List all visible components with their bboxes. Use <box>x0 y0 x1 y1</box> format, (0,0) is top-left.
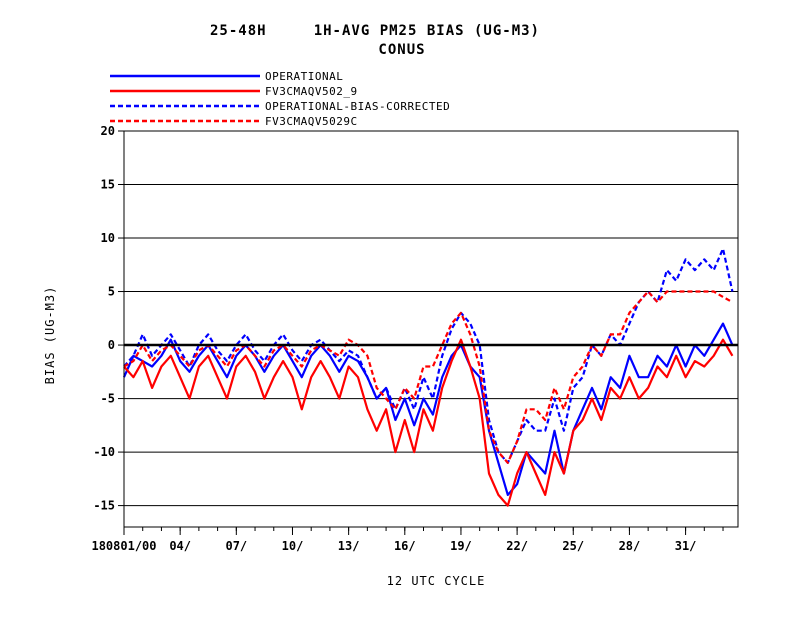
x-tick-label-1: 04/ <box>169 539 191 553</box>
legend-label-3: FV3CMAQV5029C <box>265 115 358 128</box>
plot-grid <box>124 130 738 507</box>
x-tick-label-6: 19/ <box>450 539 472 553</box>
legend-label-1: FV3CMAQV502_9 <box>265 85 358 98</box>
x-tick-label-3: 10/ <box>282 539 304 553</box>
y-tick-label-0: -15 <box>93 499 115 513</box>
chart-title-line1: 25-48H 1H-AVG PM25 BIAS (UG-M3) <box>210 23 540 39</box>
legend: OPERATIONAL FV3CMAQV502_9 OPERATIONAL-BIAS… <box>110 70 450 128</box>
y-tick-label-6: 15 <box>101 178 115 192</box>
legend-label-2: OPERATIONAL-BIAS-CORRECTED <box>265 100 450 113</box>
plot-frame <box>123 130 739 528</box>
y-tick-label-7: 20 <box>101 124 115 138</box>
y-axis-label: BIAS (UG-M3) <box>43 286 57 385</box>
series-line-0 <box>122 322 734 496</box>
series-line-1 <box>123 338 734 507</box>
y-tick-label-4: 5 <box>108 285 115 299</box>
y-tick-label-1: -10 <box>93 445 115 459</box>
plot-series <box>122 247 734 507</box>
x-tick-label-5: 16/ <box>394 539 416 553</box>
series-line-2 <box>123 247 734 464</box>
x-tick-label-2: 07/ <box>225 539 247 553</box>
x-tick-label-7: 22/ <box>506 539 528 553</box>
x-tick-label-10: 31/ <box>675 539 697 553</box>
series-line-3 <box>123 290 733 464</box>
x-tick-label-9: 28/ <box>619 539 641 553</box>
y-tick-label-3: 0 <box>108 338 115 352</box>
x-tick-label-0: 180801/00 <box>91 539 156 553</box>
legend-label-0: OPERATIONAL <box>265 70 343 83</box>
x-tick-label-8: 25/ <box>562 539 584 553</box>
chart-title-line2: CONUS <box>378 42 425 58</box>
x-axis-label: 12 UTC CYCLE <box>387 574 486 588</box>
x-tick-label-4: 13/ <box>338 539 360 553</box>
y-tick-label-5: 10 <box>101 231 115 245</box>
y-tick-label-2: -5 <box>101 392 115 406</box>
plot-axes: -15 -10 -5 0 5 10 15 20 180801/00 04/07/10/13/16/… <box>91 124 739 553</box>
